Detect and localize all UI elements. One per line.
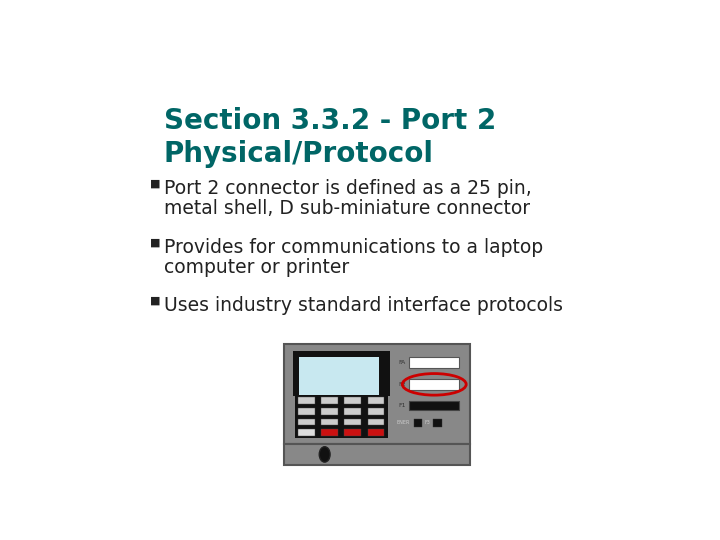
Text: metal shell, D sub-miniature connector: metal shell, D sub-miniature connector [163,199,530,218]
FancyBboxPatch shape [368,408,384,415]
Text: F3: F3 [425,420,431,426]
Text: ■: ■ [150,179,161,189]
FancyBboxPatch shape [284,343,469,444]
Text: F1: F1 [398,403,406,408]
Text: ENER: ENER [397,420,410,426]
FancyBboxPatch shape [321,418,338,425]
Text: Port 2 connector is defined as a 25 pin,: Port 2 connector is defined as a 25 pin, [163,179,531,198]
Text: F2: F2 [398,382,406,387]
FancyBboxPatch shape [321,397,338,404]
Ellipse shape [319,447,330,462]
FancyBboxPatch shape [368,418,384,425]
FancyBboxPatch shape [433,419,442,427]
Text: Provides for communications to a laptop: Provides for communications to a laptop [163,238,543,257]
FancyBboxPatch shape [294,396,387,437]
FancyBboxPatch shape [368,429,384,436]
FancyBboxPatch shape [300,357,379,395]
Text: Section 3.3.2 - Port 2: Section 3.3.2 - Port 2 [163,107,496,135]
FancyBboxPatch shape [298,408,315,415]
FancyBboxPatch shape [409,357,459,368]
FancyBboxPatch shape [298,397,315,404]
FancyBboxPatch shape [344,408,361,415]
FancyBboxPatch shape [344,397,361,404]
FancyBboxPatch shape [344,418,361,425]
Text: ■: ■ [150,238,161,248]
FancyBboxPatch shape [409,401,459,410]
Text: Physical/Protocol: Physical/Protocol [163,140,433,168]
FancyBboxPatch shape [293,351,390,396]
Text: Uses industry standard interface protocols: Uses industry standard interface protoco… [163,296,562,315]
Text: FA: FA [398,360,405,365]
FancyBboxPatch shape [414,419,422,427]
FancyBboxPatch shape [284,444,469,465]
FancyBboxPatch shape [368,397,384,404]
Text: computer or printer: computer or printer [163,258,349,277]
FancyBboxPatch shape [321,429,338,436]
FancyBboxPatch shape [409,379,459,390]
FancyBboxPatch shape [321,408,338,415]
FancyBboxPatch shape [344,429,361,436]
FancyBboxPatch shape [298,418,315,425]
Text: ■: ■ [150,296,161,306]
FancyBboxPatch shape [298,429,315,436]
